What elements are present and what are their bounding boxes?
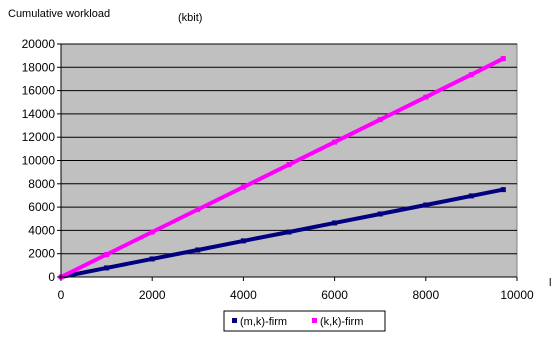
x-tick-label-10000: 10000 [500, 288, 534, 302]
legend-label-k-k-firm: (k,k)-firm [320, 316, 363, 328]
data-point-k-k-firm-10 [500, 56, 506, 62]
x-tick-label-4000: 4000 [230, 288, 257, 302]
legend: (m,k)-firm (k,k)-firm [223, 310, 386, 332]
data-point-k-k-firm-3 [195, 207, 201, 213]
data-point-m-k-firm-6 [332, 220, 338, 226]
y-tick-label-16000: 16000 [22, 84, 56, 98]
y-tick-label-4000: 4000 [28, 223, 55, 237]
y-axis-ticks: 0 2000 4000 6000 8000 10000 12000 14000 16000 180… [22, 37, 61, 284]
x-tick-label-0: 0 [58, 288, 65, 302]
data-point-k-k-firm-4 [240, 184, 246, 190]
legend-marker-m-k-firm [232, 318, 237, 323]
data-point-m-k-firm-5 [286, 229, 292, 235]
data-point-m-k-firm-4 [240, 238, 246, 244]
series-layer [58, 56, 506, 280]
x-tick-label-6000: 6000 [321, 288, 348, 302]
y-tick-label-18000: 18000 [22, 60, 56, 74]
x-axis-edge-label: l [549, 277, 551, 289]
data-point-m-k-firm-10 [500, 187, 506, 193]
y-tick-label-2000: 2000 [28, 247, 55, 261]
data-point-k-k-firm-8 [423, 94, 429, 100]
y-tick-label-12000: 12000 [22, 130, 56, 144]
data-point-k-k-firm-6 [332, 139, 338, 145]
data-point-k-k-firm-5 [286, 162, 292, 168]
y-tick-label-10000: 10000 [22, 154, 56, 168]
y-tick-label-8000: 8000 [28, 177, 55, 191]
chart-title: Cumulative workload [8, 8, 110, 20]
y-tick-label-6000: 6000 [28, 200, 55, 214]
data-point-m-k-firm-1 [104, 265, 110, 271]
data-point-m-k-firm-2 [149, 256, 155, 262]
x-tick-label-2000: 2000 [139, 288, 166, 302]
data-point-k-k-firm-2 [149, 229, 155, 235]
data-point-m-k-firm-3 [195, 247, 201, 253]
legend-label-m-k-firm: (m,k)-firm [240, 316, 287, 328]
y-tick-label-14000: 14000 [22, 107, 56, 121]
data-point-k-k-firm-1 [104, 252, 110, 258]
legend-marker-k-k-firm [312, 318, 317, 323]
data-point-m-k-firm-7 [377, 211, 383, 217]
legend-box [223, 310, 386, 332]
data-point-m-k-firm-9 [468, 193, 474, 199]
gridlines [61, 43, 517, 255]
y-axis-unit-label: (kbit) [178, 12, 202, 24]
y-tick-label-0: 0 [48, 270, 55, 284]
data-point-k-k-firm-7 [377, 117, 383, 123]
data-point-k-k-firm-9 [468, 72, 474, 78]
x-axis-ticks: 0 2000 4000 6000 8000 10000 [58, 277, 534, 302]
data-point-m-k-firm-8 [423, 202, 429, 208]
y-tick-label-20000: 20000 [22, 37, 56, 51]
x-tick-label-8000: 8000 [412, 288, 439, 302]
